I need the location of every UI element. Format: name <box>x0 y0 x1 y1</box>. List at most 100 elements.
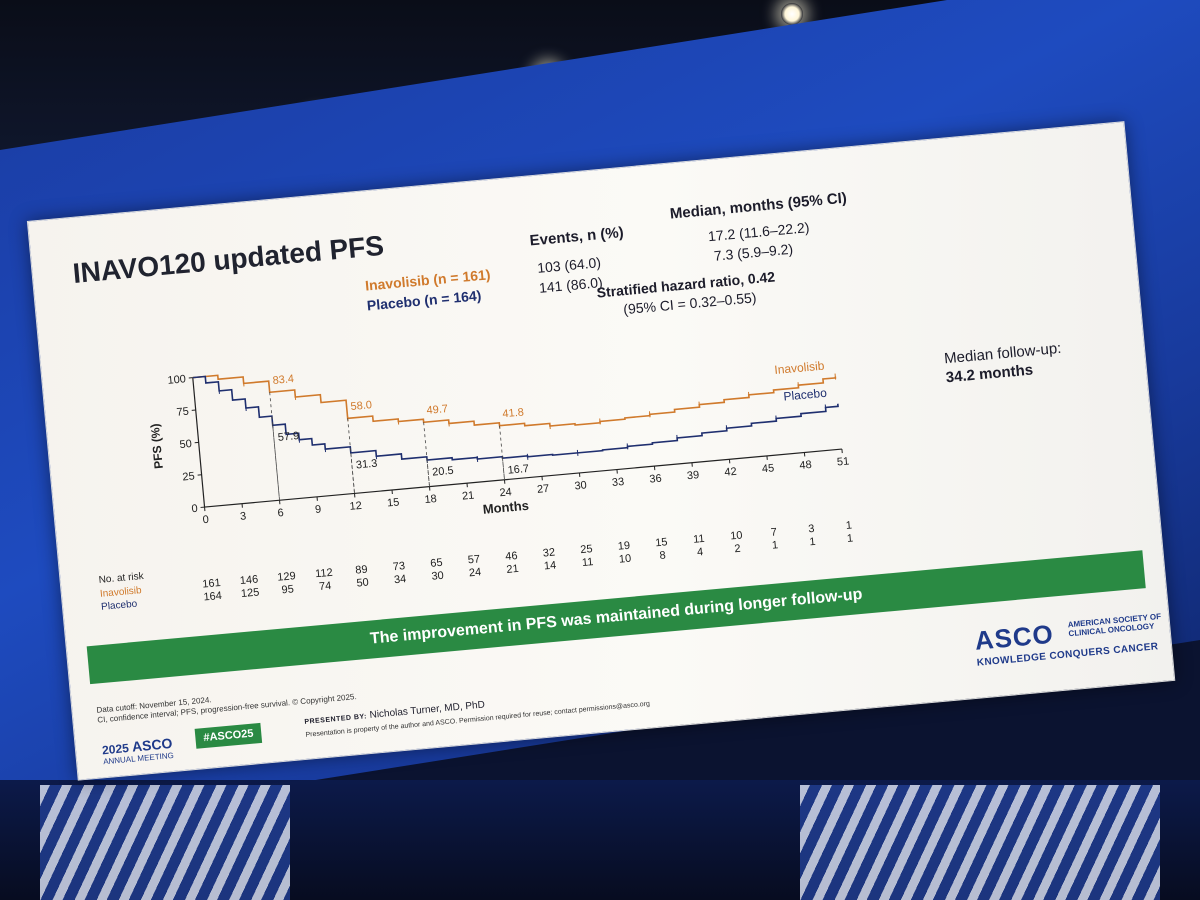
risk-count: 7 <box>770 526 777 539</box>
events-inavolisib: 103 (64.0) <box>536 254 602 276</box>
censor-mark-placebo <box>298 436 300 443</box>
censor-mark-placebo <box>375 453 378 460</box>
x-tick-label: 9 <box>315 504 322 517</box>
risk-row-label: Inavolisib <box>100 585 143 600</box>
y-tick-label: 75 <box>176 406 189 419</box>
x-tick-label: 30 <box>574 479 587 492</box>
x-axis-label: Months <box>482 498 529 517</box>
risk-row-label: Placebo <box>101 599 138 613</box>
landmark-label-inavolisib: 49.7 <box>426 403 448 417</box>
censor-mark-placebo <box>245 404 247 412</box>
events-placebo: 141 (86.0) <box>538 274 604 296</box>
risk-count: 25 <box>580 543 593 556</box>
risk-count: 1 <box>845 520 852 533</box>
risk-count: 164 <box>203 590 222 604</box>
end-label-inavolisib: Inavolisib <box>774 359 825 378</box>
risk-count: 1 <box>846 532 853 545</box>
risk-count: 10 <box>730 529 743 542</box>
events-header: Events, n (%) <box>528 224 625 250</box>
risk-count: 1 <box>809 536 816 549</box>
landmark-line-placebo <box>426 460 430 487</box>
censor-mark-inavolisib <box>648 411 651 418</box>
x-tick-label: 3 <box>240 510 247 523</box>
censor-mark-inavolisib <box>242 380 245 387</box>
y-tick-label: 100 <box>167 373 186 387</box>
median-header: Median, months (95% CI) <box>669 189 848 223</box>
risk-count: 65 <box>430 557 443 570</box>
x-tick-label: 27 <box>537 483 550 496</box>
stage-stripes-left <box>40 785 290 900</box>
x-tick-label: 39 <box>686 469 699 482</box>
censor-mark-placebo <box>476 455 479 463</box>
risk-count: 11 <box>693 533 705 546</box>
censor-mark-inavolisib <box>448 420 450 427</box>
x-tick-label: 12 <box>349 500 362 513</box>
x-tick-label: 48 <box>799 459 812 472</box>
median-followup: Median follow-up: 34.2 months <box>943 339 1064 387</box>
landmark-label-inavolisib: 83.4 <box>272 373 294 387</box>
landmark-label-placebo: 57.9 <box>277 430 299 444</box>
risk-count: 95 <box>281 583 294 596</box>
stage-stripes-right <box>800 785 1160 900</box>
landmark-line-placebo <box>350 452 355 494</box>
y-tick-label: 0 <box>191 503 198 516</box>
risk-count: 11 <box>581 556 593 569</box>
slide-title: INAVO120 updated PFS <box>71 229 386 289</box>
censor-mark-placebo <box>526 453 529 460</box>
risk-count: 146 <box>239 574 258 588</box>
landmark-label-inavolisib: 58.0 <box>350 399 372 413</box>
median-placebo: 7.3 (5.9–9.2) <box>713 240 794 264</box>
risk-table-header: No. at risk <box>98 571 145 586</box>
risk-count: 15 <box>655 536 668 549</box>
risk-count: 3 <box>808 523 815 536</box>
risk-count: 30 <box>431 570 444 583</box>
median-inavolisib: 17.2 (11.6–22.2) <box>707 219 811 245</box>
asco-society: AMERICAN SOCIETY OF CLINICAL ONCOLOGY <box>1067 611 1162 639</box>
x-tick-label: 21 <box>462 490 475 503</box>
y-axis-label: PFS (%) <box>148 423 166 469</box>
censor-mark-placebo <box>824 404 827 411</box>
risk-count: 89 <box>355 564 368 577</box>
y-tick-label: 25 <box>182 470 195 483</box>
censor-mark-inavolisib <box>698 401 701 408</box>
landmark-line-inavolisib <box>269 392 280 501</box>
x-tick-label: 42 <box>724 466 737 479</box>
x-tick-label: 15 <box>387 496 400 509</box>
censor-mark-placebo <box>576 449 579 456</box>
landmark-label-placebo: 16.7 <box>507 463 529 477</box>
risk-count: 161 <box>202 577 221 591</box>
risk-count: 46 <box>505 550 518 563</box>
censor-mark-inavolisib <box>549 423 551 430</box>
landmark-line-placebo <box>272 425 280 501</box>
end-label-placebo: Placebo <box>783 386 828 404</box>
censor-mark-placebo <box>676 434 678 441</box>
risk-count: 57 <box>467 553 480 566</box>
landmark-label-placebo: 31.3 <box>355 458 377 472</box>
censor-mark-placebo <box>626 443 629 450</box>
risk-count: 4 <box>697 546 704 559</box>
projected-slide-frame: INAVO120 updated PFS Inavolisib (n = 161… <box>26 121 1176 781</box>
hashtag-badge: #ASCO25 <box>194 722 263 749</box>
censor-mark-inavolisib <box>834 373 837 380</box>
presented-by-label: PRESENTED BY: <box>304 713 368 726</box>
censor-mark-inavolisib <box>397 418 400 425</box>
asco-logo: ASCO AMERICAN SOCIETY OF CLINICAL ONCOLO… <box>973 612 1161 669</box>
risk-count: 125 <box>241 586 260 600</box>
censor-mark-inavolisib <box>748 391 750 398</box>
risk-count: 14 <box>543 559 556 572</box>
x-tick-label: 51 <box>836 455 849 468</box>
landmark-line-placebo <box>502 458 505 480</box>
risk-count: 112 <box>315 567 334 581</box>
x-tick-label: 0 <box>202 514 209 527</box>
risk-count: 21 <box>506 563 519 576</box>
km-curve-placebo <box>192 375 839 461</box>
risk-count: 24 <box>469 566 482 579</box>
risk-count: 32 <box>542 547 555 560</box>
risk-count: 50 <box>356 577 369 590</box>
censor-mark-placebo <box>775 415 777 422</box>
x-tick-label: 33 <box>611 476 624 489</box>
x-tick-label: 24 <box>499 486 512 499</box>
asco-logo-word: ASCO <box>973 618 1055 656</box>
censor-mark-inavolisib <box>599 418 601 425</box>
